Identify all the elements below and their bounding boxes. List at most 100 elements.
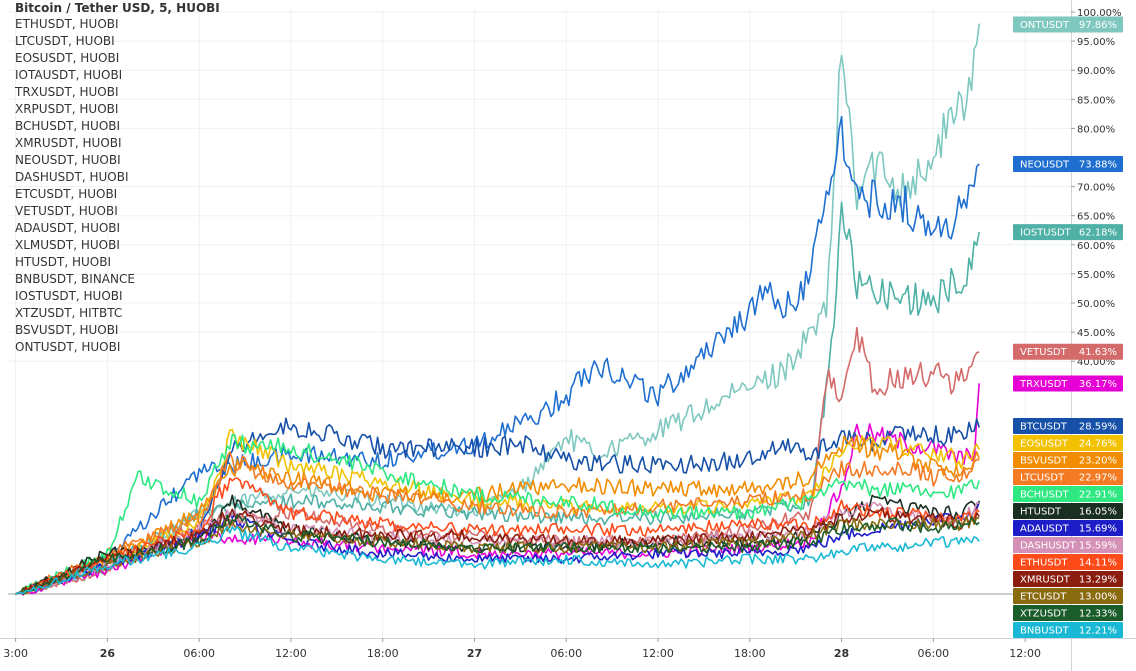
tag-symbol: ONTUSDT bbox=[1020, 20, 1070, 31]
tag-background bbox=[1013, 452, 1123, 468]
legend-symbol: EOSUSDT, HUOBI bbox=[15, 51, 119, 65]
tag-value: 97.86% bbox=[1079, 20, 1117, 31]
time-tick-label: 18:00 bbox=[367, 647, 399, 660]
tag-symbol: IOSTUSDT bbox=[1020, 228, 1072, 239]
legend-symbol: IOTAUSDT, HUOBI bbox=[15, 68, 122, 82]
price-tick-label: 50.00% bbox=[1077, 299, 1115, 310]
legend-symbol: ONTUSDT, HUOBI bbox=[15, 340, 120, 354]
series-line-bnbusdt bbox=[15, 525, 980, 595]
last-value-tag-trxusdt: TRXUSDT 36.17% bbox=[1013, 375, 1123, 392]
price-tick-label: 90.00% bbox=[1077, 66, 1115, 77]
tag-symbol: HTUSDT bbox=[1020, 507, 1062, 518]
price-tick-label: 85.00% bbox=[1077, 95, 1115, 106]
last-value-tag-etcusdt: ETCUSDT 13.00% bbox=[1013, 588, 1123, 604]
time-tick-label: 27 bbox=[467, 647, 482, 660]
price-tick-label: 40.00% bbox=[1077, 357, 1115, 368]
tag-value: 24.76% bbox=[1079, 439, 1117, 450]
tag-value: 28.59% bbox=[1079, 422, 1117, 433]
symbol-legend: Bitcoin / Tether USD, 5, HUOBI ETHUSDT, … bbox=[14, 1, 220, 354]
tag-value: 13.00% bbox=[1079, 592, 1117, 603]
tag-background bbox=[1013, 435, 1123, 451]
time-tick-label: 28 bbox=[834, 647, 849, 660]
tag-symbol: ETHUSDT bbox=[1020, 558, 1068, 569]
tag-value: 13.29% bbox=[1079, 575, 1117, 586]
tag-value: 12.21% bbox=[1079, 626, 1117, 637]
tag-symbol: XTZUSDT bbox=[1020, 609, 1068, 620]
series-line-bchusdt bbox=[15, 433, 980, 595]
tag-value: 14.11% bbox=[1079, 558, 1117, 569]
tag-background bbox=[1013, 605, 1123, 621]
series-line-ethusdt bbox=[15, 477, 980, 595]
tag-symbol: EOSUSDT bbox=[1020, 439, 1069, 450]
series-line-btcusdt bbox=[15, 417, 980, 595]
price-tick-label: 60.00% bbox=[1077, 241, 1115, 252]
time-tick-label: 06:00 bbox=[550, 647, 582, 660]
tag-symbol: ETCUSDT bbox=[1020, 592, 1067, 603]
tag-symbol: XMRUSDT bbox=[1020, 575, 1071, 586]
last-value-tag-htusdt: HTUSDT 16.05% bbox=[1013, 503, 1123, 519]
chart-title: Bitcoin / Tether USD, 5, HUOBI bbox=[15, 1, 220, 15]
time-tick-label: 3:00 bbox=[3, 647, 28, 660]
series-line-xmrusdt bbox=[15, 506, 980, 595]
last-value-tag-adausdt: ADAUSDT 15.69% bbox=[1013, 520, 1123, 536]
price-tick-label: 65.00% bbox=[1077, 212, 1115, 223]
tag-value: 16.05% bbox=[1079, 507, 1117, 518]
tag-value: 15.59% bbox=[1079, 541, 1117, 552]
tag-symbol: DASHUSDT bbox=[1020, 541, 1077, 552]
time-tick-label: 12:00 bbox=[275, 647, 307, 660]
legend-symbol: XTZUSDT, HITBTC bbox=[15, 306, 122, 320]
tag-background bbox=[1013, 224, 1123, 241]
tag-symbol: LTCUSDT bbox=[1020, 473, 1065, 484]
legend-symbol: XLMUSDT, HUOBI bbox=[15, 238, 120, 252]
legend-symbol: ETHUSDT, HUOBI bbox=[15, 17, 119, 31]
tag-value: 23.20% bbox=[1079, 456, 1117, 467]
tag-value: 15.69% bbox=[1079, 524, 1117, 535]
legend-symbol: XRPUSDT, HUOBI bbox=[15, 102, 118, 116]
price-tick-label: 70.00% bbox=[1077, 183, 1115, 194]
time-tick-label: 06:00 bbox=[917, 647, 949, 660]
price-tick-label: 55.00% bbox=[1077, 270, 1115, 281]
legend-symbol: VETUSDT, HUOBI bbox=[15, 204, 118, 218]
series-line-adausdt bbox=[15, 502, 980, 595]
tag-background bbox=[1013, 622, 1123, 638]
legend-symbol: ADAUSDT, HUOBI bbox=[15, 221, 120, 235]
time-axis[interactable]: 3:00 26 06:00 12:00 18:00 27 06:00 12:00 18:00 28… bbox=[3, 638, 1041, 660]
tag-background bbox=[1013, 520, 1123, 536]
tag-symbol: NEOUSDT bbox=[1020, 160, 1070, 171]
tag-symbol: BCHUSDT bbox=[1020, 490, 1070, 501]
time-tick-label: 26 bbox=[100, 647, 116, 660]
tag-background bbox=[1013, 418, 1123, 434]
last-value-tag-xtzusdt: XTZUSDT 12.33% bbox=[1013, 605, 1123, 621]
tag-value: 22.91% bbox=[1079, 490, 1117, 501]
legend-symbol: LTCUSDT, HUOBI bbox=[15, 34, 115, 48]
tag-value: 22.97% bbox=[1079, 473, 1117, 484]
price-axis[interactable]: 100.00% 95.00% 90.00% 85.00% 80.00% 70.00% 65.… bbox=[1071, 8, 1122, 368]
legend-symbol: XMRUSDT, HUOBI bbox=[15, 136, 122, 150]
legend-symbol: BSVUSDT, HUOBI bbox=[15, 323, 118, 337]
last-value-tag-dashusdt: DASHUSDT 15.59% bbox=[1013, 537, 1123, 553]
legend-symbol: BNBUSDT, BINANCE bbox=[15, 272, 135, 286]
time-tick-label: 18:00 bbox=[734, 647, 766, 660]
tag-background bbox=[1013, 554, 1123, 570]
tag-symbol: TRXUSDT bbox=[1019, 379, 1068, 390]
legend-symbol: IOSTUSDT, HUOBI bbox=[15, 289, 123, 303]
legend-symbol: BCHUSDT, HUOBI bbox=[15, 119, 120, 133]
time-tick-label: 12:00 bbox=[1009, 647, 1041, 660]
legend-symbol: ETCUSDT, HUOBI bbox=[15, 187, 117, 201]
last-value-tag-neousdt: NEOUSDT 73.88% bbox=[1013, 156, 1123, 173]
last-value-tag-bnbusdt: BNBUSDT 12.21% bbox=[1013, 622, 1123, 638]
tag-symbol: ADAUSDT bbox=[1020, 524, 1070, 535]
tag-value: 41.63% bbox=[1079, 347, 1117, 358]
time-tick-label: 06:00 bbox=[183, 647, 215, 660]
last-value-tag-bchusdt: BCHUSDT 22.91% bbox=[1013, 486, 1123, 502]
legend-symbol: DASHUSDT, HUOBI bbox=[15, 170, 129, 184]
tag-background bbox=[1013, 469, 1123, 485]
price-tick-label: 100.00% bbox=[1077, 8, 1122, 19]
price-tick-label: 45.00% bbox=[1077, 328, 1115, 339]
series-line-trxusdt bbox=[15, 383, 980, 596]
tag-background bbox=[1013, 503, 1123, 519]
legend-symbol: NEOUSDT, HUOBI bbox=[15, 153, 121, 167]
tag-background bbox=[1013, 343, 1123, 360]
time-tick-label: 12:00 bbox=[642, 647, 674, 660]
